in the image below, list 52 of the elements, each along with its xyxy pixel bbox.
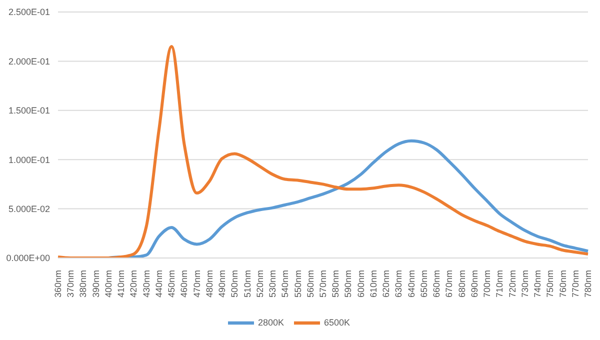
x-tick-label: 750nm — [545, 270, 556, 298]
x-tick-label: 600nm — [356, 270, 366, 298]
x-tick-label: 520nm — [254, 270, 265, 298]
x-tick-label: 460nm — [179, 270, 190, 298]
y-tick-label: 5.000E-02 — [8, 204, 50, 214]
x-tick-label: 770nm — [570, 270, 580, 298]
x-tick-label: 410nm — [116, 270, 126, 298]
x-tick-label: 440nm — [154, 270, 164, 298]
x-tick-label: 640nm — [406, 270, 416, 298]
x-tick-label: 430nm — [141, 270, 152, 298]
x-tick-label: 610nm — [368, 270, 378, 298]
y-tick-label: 1.500E-01 — [8, 106, 50, 116]
x-tick-label: 360nm — [53, 270, 63, 298]
x-tick-label: 780nm — [583, 270, 593, 298]
x-tick-label: 700nm — [482, 270, 492, 298]
x-tick-label: 480nm — [204, 270, 214, 298]
x-tick-label: 530nm — [268, 270, 278, 298]
x-tick-label: 660nm — [432, 270, 442, 298]
x-tick-label: 540nm — [280, 270, 290, 298]
x-tick-label: 470nm — [192, 270, 202, 298]
line-series — [56, 44, 590, 258]
x-tick-label: 570nm — [318, 270, 328, 298]
x-tick-label: 690nm — [469, 270, 480, 298]
y-tick-label: 0.000E+00 — [6, 253, 50, 264]
x-tick-label: 630nm — [394, 270, 404, 298]
x-tick-label: 620nm — [381, 270, 392, 298]
x-tick-label: 650nm — [418, 270, 429, 298]
y-tick-label: 2.000E-01 — [8, 56, 50, 66]
x-tick-label: 720nm — [507, 270, 518, 298]
x-tick-label: 500nm — [230, 270, 240, 298]
x-tick-label: 730nm — [520, 270, 530, 298]
x-tick-label: 490nm — [217, 270, 228, 298]
x-tick-label: 580nm — [330, 270, 341, 298]
x-tick-label: 670nm — [444, 270, 454, 298]
x-tick-label: 420nm — [128, 270, 139, 298]
x-tick-label: 400nm — [103, 270, 114, 298]
x-tick-label: 680nm — [456, 270, 467, 298]
x-tick-label: 450nm — [166, 270, 177, 298]
x-tick-label: 380nm — [78, 270, 88, 298]
x-tick-label: 370nm — [66, 270, 76, 298]
x-tick-label: 760nm — [558, 270, 568, 298]
y-tick-label: 2.500E-01 — [8, 7, 50, 18]
legend-label: 2800K — [258, 317, 284, 328]
legend-label: 6500K — [324, 317, 350, 328]
x-tick-label: 510nm — [242, 270, 252, 298]
x-tick-label: 550nm — [292, 270, 303, 298]
x-tick-label: 710nm — [494, 270, 505, 298]
x-tick-label: 740nm — [532, 270, 543, 298]
x-tick-label: 390nm — [90, 270, 101, 298]
y-tick-label: 1.000E-01 — [8, 154, 50, 165]
x-tick-label: 560nm — [305, 270, 316, 298]
x-tick-label: 590nm — [343, 270, 354, 298]
